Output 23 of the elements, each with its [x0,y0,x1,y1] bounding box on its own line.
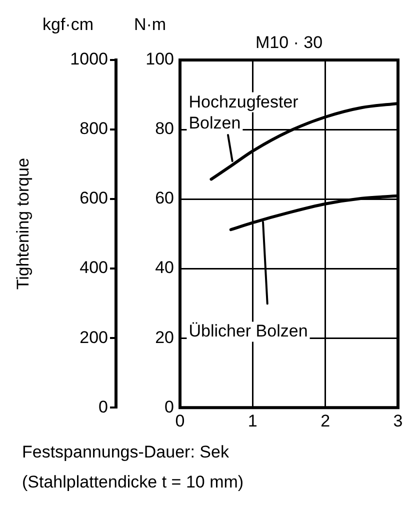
y2-tick-label: 600 [80,188,108,208]
y2-tick-label: 1000 [70,50,108,69]
y-tick-label: 40 [155,258,174,278]
y-tick-label: 60 [155,188,174,208]
y-tick-label: 20 [155,328,174,347]
text: Tightening torque [14,158,33,290]
series-label: Hochzugfester Bolzen [188,92,299,132]
x-tick-label: 1 [248,411,258,430]
y2-axis-title: kgf·cm [42,15,94,34]
x-axis-title: Festspannungs-Dauer: Sek [22,442,230,462]
text: (Stahlplattendicke t = 10 mm) [22,472,244,492]
y-tick-label: 100 [146,50,174,69]
chart-title: M10 · 30 [255,33,323,52]
x-tick-label: 3 [393,411,403,430]
y2-tick-label: 400 [80,258,108,278]
y2-tick-label: 800 [80,119,108,138]
y2-tick-label: 200 [80,328,108,347]
y-tick-label: 80 [155,119,174,138]
y2-tick-label: 0 [98,397,108,416]
y-tick-label: 0 [164,397,174,416]
x-tick-label: 2 [320,411,330,430]
text: Üblicher Bolzen [188,322,308,341]
y-axis-title: N·m [134,15,166,34]
